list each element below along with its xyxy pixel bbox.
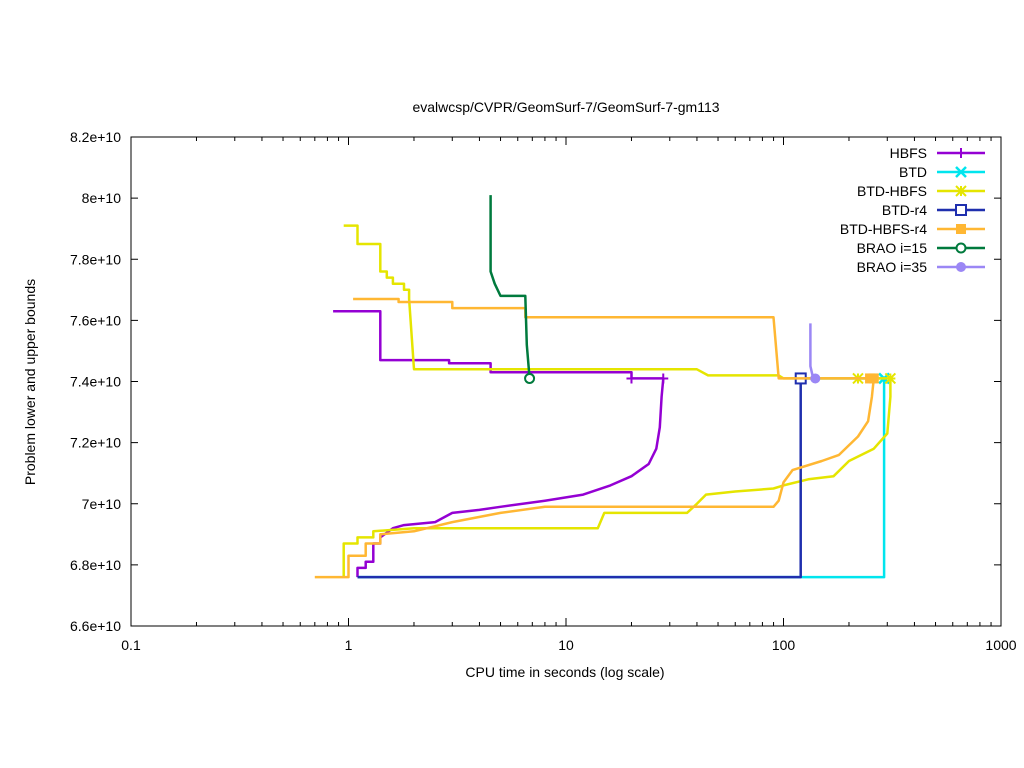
series-marker (810, 373, 821, 384)
x-tick-label: 0.1 (121, 637, 141, 653)
series-upper-bound-line (809, 323, 819, 380)
y-tick-label: 7.4e+10 (70, 374, 121, 390)
y-axis: 6.6e+10 6.8e+10 7e+10 7.2e+10 7.4e+10 7.6e+10… (70, 129, 1001, 634)
series-lower-bound-line (314, 378, 876, 579)
x-tick-label: 1000 (985, 637, 1016, 653)
legend-label: BTD-HBFS (857, 183, 927, 199)
y-axis-label: Problem lower and upper bounds (22, 279, 38, 485)
y-tick-label: 6.8e+10 (70, 557, 121, 573)
series-lower-bound-line (342, 378, 892, 578)
series-marker (626, 373, 637, 384)
legend: HBFS BTD BTD-HBFS BTD-r4 BTD-HBFS-r4 BRAO i=1… (840, 145, 985, 275)
legend-marker (955, 204, 967, 216)
series-marker (658, 373, 669, 384)
y-tick-label: 8.2e+10 (70, 129, 121, 145)
legend-label: BTD (899, 164, 927, 180)
x-axis-label: CPU time in seconds (log scale) (465, 664, 664, 680)
legend-marker (955, 166, 967, 178)
series-brao-i-35 (809, 323, 821, 384)
series-btd-hbfs-r4 (314, 297, 879, 579)
legend-marker (956, 148, 966, 158)
y-tick-label: 8e+10 (82, 190, 122, 206)
legend-label: HBFS (890, 145, 927, 161)
x-tick-label: 100 (772, 637, 796, 653)
series-marker (884, 372, 897, 385)
y-tick-label: 7e+10 (82, 496, 122, 512)
series-upper-bound-line (353, 297, 874, 380)
y-tick-label: 6.6e+10 (70, 618, 121, 634)
series-upper-bound-line (343, 224, 891, 380)
plot-frame (130, 136, 1002, 627)
x-tick-label: 1 (345, 637, 353, 653)
legend-marker (955, 242, 967, 254)
y-tick-label: 7.6e+10 (70, 312, 121, 328)
y-tick-label: 7.2e+10 (70, 435, 121, 451)
legend-marker (956, 262, 966, 272)
series-upper-bound-line (489, 195, 531, 379)
series-marker (868, 373, 879, 384)
series-btd (357, 372, 890, 579)
series-lower-bound-line (357, 378, 802, 579)
series-hbfs (333, 309, 669, 578)
x-tick-label: 10 (558, 637, 574, 653)
legend-label: BTD-HBFS-r4 (840, 221, 927, 237)
legend-label: BTD-r4 (882, 202, 927, 218)
series-btd-hbfs (342, 224, 897, 578)
legend-marker (956, 224, 966, 234)
legend-label: BRAO i=15 (857, 240, 928, 256)
y-tick-label: 7.8e+10 (70, 251, 121, 267)
series-lower-bound-line (356, 378, 665, 578)
series-btd-r4 (357, 372, 807, 579)
x-axis: 0.1 1 10 100 1000 (121, 137, 1017, 653)
series-lower-bound-line (357, 378, 886, 579)
legend-marker (955, 185, 967, 197)
series-marker (524, 372, 536, 384)
series-brao-i-15 (489, 195, 536, 384)
plot-area (314, 195, 897, 579)
chart-title: evalwcsp/CVPR/GeomSurf-7/GeomSurf-7-gm11… (412, 99, 719, 115)
legend-label: BRAO i=35 (857, 259, 928, 275)
